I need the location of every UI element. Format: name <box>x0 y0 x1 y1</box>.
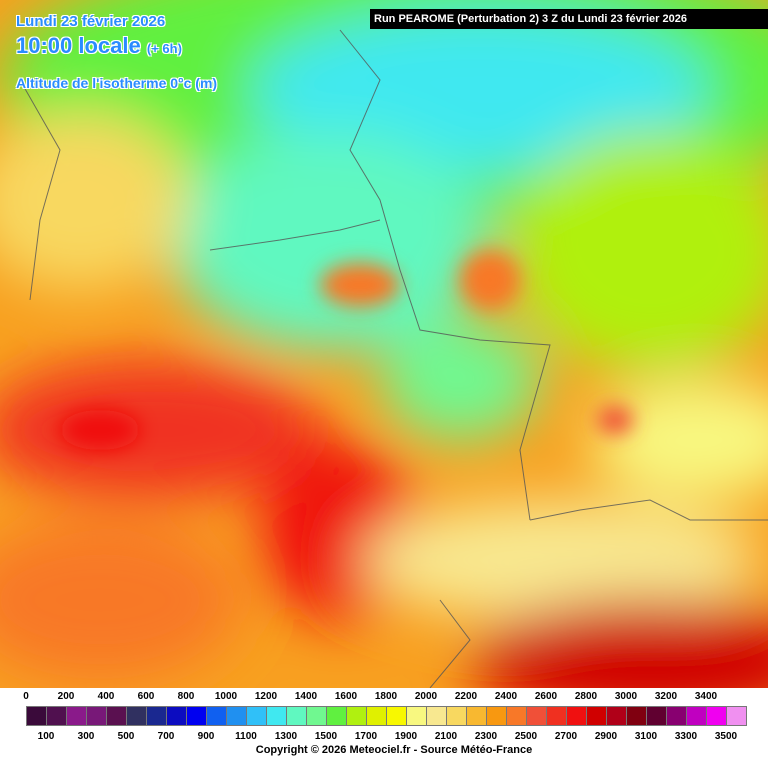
legend-tick-bottom: 2900 <box>594 731 618 742</box>
time-offset: (+ 6h) <box>146 41 182 56</box>
legend-tick-bottom: 3300 <box>674 731 698 742</box>
legend-color <box>206 706 227 726</box>
borders <box>19 29 768 688</box>
legend-tick-bottom: 3500 <box>714 731 738 742</box>
legend-tick-top: 2400 <box>494 691 518 702</box>
legend-color <box>286 706 307 726</box>
legend-tick-top: 600 <box>137 691 155 702</box>
legend-color <box>466 706 487 726</box>
legend-tick-top: 2000 <box>414 691 438 702</box>
legend-tick-bottom: 300 <box>77 731 95 742</box>
map-fields <box>0 0 768 688</box>
legend-tick-bottom: 2100 <box>434 731 458 742</box>
legend-tick-bottom: 900 <box>197 731 215 742</box>
legend-color <box>266 706 287 726</box>
legend-tick-top: 200 <box>57 691 75 702</box>
legend-tick-bottom: 2300 <box>474 731 498 742</box>
legend-color <box>426 706 447 726</box>
legend-tick-bottom: 2500 <box>514 731 538 742</box>
legend-tick-top: 1000 <box>214 691 238 702</box>
map-patches <box>60 250 633 450</box>
legend-tick-bottom: 1100 <box>235 731 257 742</box>
run-info: Run PEAROME (Perturbation 2) 3 Z du Lund… <box>370 9 768 29</box>
legend-color <box>706 706 727 726</box>
time-label: 10:00 locale <box>16 33 141 58</box>
legend-tick-top: 1400 <box>294 691 318 702</box>
legend-tick-top: 2200 <box>454 691 478 702</box>
legend-color <box>126 706 147 726</box>
legend-tick-top: 1600 <box>334 691 358 702</box>
legend-tick-top: 2800 <box>574 691 598 702</box>
legend-color <box>546 706 567 726</box>
legend-color <box>566 706 587 726</box>
copyright: Copyright © 2026 Meteociel.fr - Source M… <box>255 744 533 756</box>
legend-tick-top: 3400 <box>694 691 718 702</box>
legend-color <box>306 706 327 726</box>
legend-color <box>406 706 427 726</box>
legend-tick-bottom: 1300 <box>274 731 298 742</box>
legend-tick-bottom: 3100 <box>634 731 658 742</box>
legend <box>0 688 768 768</box>
time: 10:00 locale (+ 6h) <box>16 33 182 59</box>
legend-color <box>446 706 467 726</box>
legend-color <box>226 706 247 726</box>
legend-tick-top: 400 <box>97 691 115 702</box>
legend-color <box>346 706 367 726</box>
legend-tick-bottom: 1500 <box>314 731 338 742</box>
legend-tick-top: 3000 <box>614 691 638 702</box>
legend-color <box>26 706 47 726</box>
legend-color <box>386 706 407 726</box>
legend-color <box>366 706 387 726</box>
legend-color <box>326 706 347 726</box>
legend-color <box>606 706 627 726</box>
legend-color <box>526 706 547 726</box>
date: Lundi 23 février 2026 <box>16 13 166 30</box>
legend-color <box>106 706 127 726</box>
legend-color <box>726 706 747 726</box>
legend-color <box>486 706 507 726</box>
legend-tick-bottom: 2700 <box>554 731 578 742</box>
legend-color <box>66 706 87 726</box>
legend-tick-top: 2600 <box>534 691 558 702</box>
legend-color <box>86 706 107 726</box>
legend-tick-bottom: 1700 <box>354 731 378 742</box>
legend-tick-top: 800 <box>177 691 195 702</box>
legend-color <box>686 706 707 726</box>
legend-tick-top: 3200 <box>654 691 678 702</box>
variable: Altitude de l'isotherme 0°c (m) <box>16 75 218 91</box>
legend-color <box>506 706 527 726</box>
legend-color <box>146 706 167 726</box>
legend-color <box>46 706 67 726</box>
legend-tick-bottom: 1900 <box>394 731 418 742</box>
legend-tick-bottom: 500 <box>117 731 135 742</box>
legend-tick-top: 1800 <box>374 691 398 702</box>
legend-color <box>166 706 187 726</box>
legend-tick-bottom: 100 <box>37 731 55 742</box>
legend-color <box>586 706 607 726</box>
legend-tick-top: 1200 <box>254 691 278 702</box>
legend-color <box>646 706 667 726</box>
legend-tick-bottom: 700 <box>157 731 175 742</box>
legend-color <box>666 706 687 726</box>
map <box>0 0 768 688</box>
legend-color <box>246 706 267 726</box>
legend-color <box>626 706 647 726</box>
legend-tick-top: 0 <box>23 691 29 702</box>
legend-color <box>186 706 207 726</box>
